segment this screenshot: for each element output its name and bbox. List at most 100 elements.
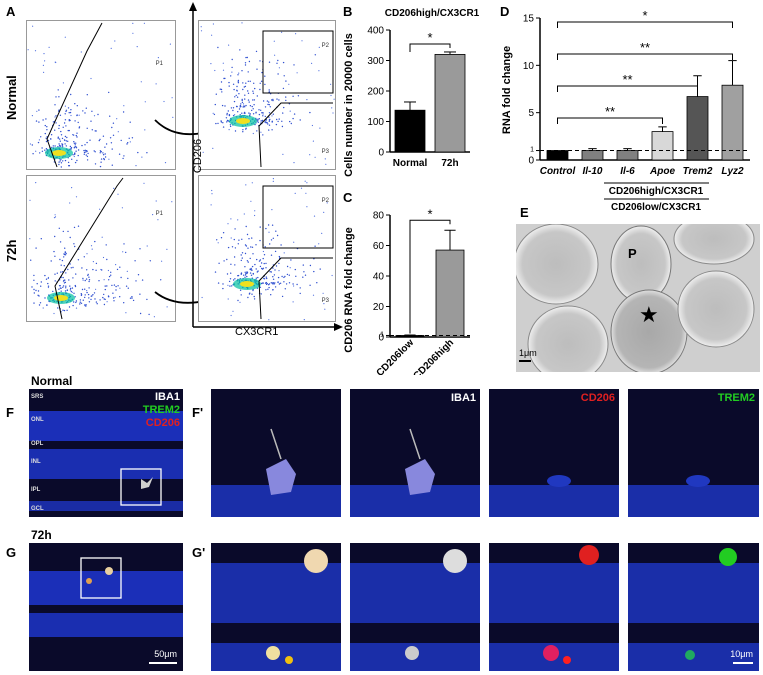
flow-dots-7l bbox=[29, 182, 173, 318]
layer-opl: OPL bbox=[31, 441, 44, 447]
panel-label-a: A bbox=[6, 4, 16, 19]
chart-b-plot: 0 100 200 300 400 Normal 72h * bbox=[367, 26, 470, 169]
bar-il-10 bbox=[581, 150, 604, 161]
comparison-bracket bbox=[557, 117, 663, 124]
panel-label-d: D bbox=[500, 4, 510, 19]
significance-label: * bbox=[427, 206, 432, 221]
significance-bracket bbox=[409, 43, 451, 52]
bar-cd206high bbox=[435, 249, 465, 338]
row-label-72h: 72h bbox=[4, 239, 19, 262]
em-svg bbox=[516, 224, 760, 372]
comparison-bracket bbox=[557, 21, 733, 28]
panel-label-e: E bbox=[520, 205, 529, 220]
gate-label-p3-7: P3 bbox=[321, 298, 329, 304]
chart-c-ylabel: CD206 RNA fold change bbox=[343, 227, 355, 353]
chart-b-title: CD206high/CX3CR1 bbox=[385, 8, 480, 19]
flow-dots-7r bbox=[201, 178, 333, 321]
flow-dots-nr bbox=[200, 22, 335, 165]
bar-il-6 bbox=[616, 150, 639, 161]
panel-label-f: F bbox=[6, 405, 14, 420]
micro-f: SRS ONL OPL INL IPL GCL IBA1 TREM2 CD206 bbox=[29, 389, 183, 517]
label-fp-trem2: TREM2 bbox=[717, 392, 755, 404]
bar-apoe bbox=[651, 131, 674, 161]
chart-b: CD206high/CX3CR1 Cells number in 20000 c… bbox=[343, 8, 480, 177]
micro-gp-cd206 bbox=[489, 543, 619, 671]
bar-lyz2 bbox=[721, 84, 744, 161]
micro-fp-iba1: IBA1 bbox=[350, 389, 480, 517]
flow-plot-72h-right: P2 P3 bbox=[198, 175, 336, 322]
micro-gp-iba1 bbox=[350, 543, 480, 671]
flow-svg-7l bbox=[29, 177, 173, 320]
flow-plot-normal-right: P2 P3 bbox=[198, 20, 336, 170]
y-tick-label: 20 bbox=[373, 302, 385, 313]
em-image: P ★ 1μm bbox=[516, 224, 760, 372]
y-tick-label: 0 bbox=[378, 148, 384, 159]
x-tick-label: Lyz2 bbox=[721, 166, 744, 177]
comparison-bracket bbox=[557, 53, 733, 60]
flow-svg-nr bbox=[200, 22, 335, 168]
chart-d-ylabel: RNA fold change bbox=[501, 46, 513, 134]
label-iba1: IBA1 bbox=[154, 391, 180, 403]
y-tick-label: 0 bbox=[528, 156, 534, 167]
gate-p3-7 bbox=[258, 257, 333, 320]
y-tick-label-extra: 1 bbox=[380, 331, 384, 338]
bar-72h bbox=[434, 54, 466, 153]
label-fp-iba1: IBA1 bbox=[450, 392, 476, 404]
gate-label-p2-7: P2 bbox=[321, 198, 329, 204]
significance-bracket bbox=[409, 219, 451, 334]
panel-label-g: G bbox=[6, 545, 17, 560]
label-fp-cd206: CD206 bbox=[580, 392, 615, 404]
micro-fp-merge bbox=[211, 389, 341, 517]
em-scale-bar bbox=[519, 360, 531, 362]
x-tick-label: CD206high bbox=[411, 337, 456, 375]
x-tick-label: 72h bbox=[441, 158, 458, 169]
x-tick-label: Trem2 bbox=[683, 166, 713, 177]
group-label-high: CD206high/CX3CR1 bbox=[609, 186, 704, 197]
y-tick-label: 60 bbox=[373, 241, 385, 252]
comparison-label: ** bbox=[622, 72, 632, 87]
y-tick-label: 40 bbox=[373, 272, 385, 283]
label-trem2: TREM2 bbox=[142, 404, 180, 416]
bar-normal bbox=[394, 109, 426, 153]
gate-p2-7 bbox=[262, 185, 334, 249]
panel-label-b: B bbox=[343, 4, 353, 19]
gate-label-p1-7: P1 bbox=[155, 211, 163, 217]
y-tick-label: 10 bbox=[523, 61, 535, 72]
significance-label: * bbox=[427, 30, 432, 45]
micro-gp-merge bbox=[211, 543, 341, 671]
comparison-label: ** bbox=[640, 40, 650, 55]
flow-x-axis-label: CX3CR1 bbox=[235, 326, 279, 338]
gate-label-p1-n: P1 bbox=[155, 61, 163, 67]
panel-g-title: 72h bbox=[31, 528, 52, 542]
chart-c: CD206 RNA fold change 0204060801CD206low… bbox=[343, 206, 470, 375]
flow-dots-nl bbox=[27, 22, 174, 168]
y-tick-label: 100 bbox=[367, 117, 384, 128]
x-tick-label: Apoe bbox=[649, 166, 675, 177]
layer-ipl: IPL bbox=[31, 487, 41, 493]
micro-fp-trem2: TREM2 bbox=[628, 389, 759, 517]
gate-label-p2-n: P2 bbox=[321, 43, 329, 49]
y-tick-label: 200 bbox=[367, 87, 384, 98]
gate-p2-n bbox=[262, 30, 334, 94]
em-marker-star: ★ bbox=[639, 302, 659, 327]
layer-onl: ONL bbox=[31, 417, 44, 423]
comparison-label: * bbox=[642, 8, 647, 23]
panel-f-title: Normal bbox=[31, 374, 73, 388]
em-scale-label: 1μm bbox=[519, 348, 537, 358]
flow-plot-normal-left: P1 bbox=[26, 20, 176, 170]
x-tick-label: Il-6 bbox=[620, 166, 635, 177]
gate-label-p3-n: P3 bbox=[321, 149, 329, 155]
chart-d: RNA fold change 0 5 10 15 1 Control Il-10 Il-6 A… bbox=[501, 8, 750, 213]
em-marker-p: P bbox=[628, 246, 637, 261]
x-tick-label: Control bbox=[540, 166, 576, 177]
label-cd206: CD206 bbox=[145, 417, 180, 429]
flow-y-axis-label: CD206 bbox=[192, 138, 204, 174]
comparison-label: ** bbox=[605, 104, 615, 119]
comparison-bracket bbox=[557, 85, 698, 92]
y-tick-label-extra: 1 bbox=[530, 147, 534, 154]
gate-p1-nl bbox=[46, 22, 103, 168]
y-tick-label: 400 bbox=[367, 26, 384, 37]
gp-scale-label: 10μm bbox=[730, 649, 753, 659]
